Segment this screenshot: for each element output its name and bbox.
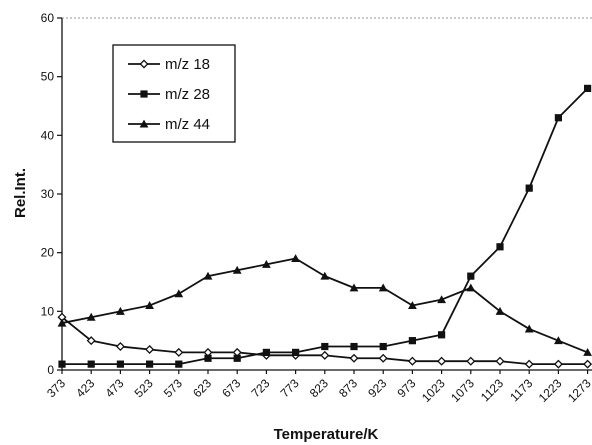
x-tick-label: 1073 [448, 376, 477, 405]
legend-marker [139, 119, 149, 128]
x-tick-label: 473 [102, 376, 126, 400]
data-point [437, 356, 447, 366]
data-point [408, 301, 417, 309]
data-point [116, 306, 125, 315]
data-point [379, 342, 387, 351]
x-tick-label: 673 [219, 376, 243, 400]
data-point [466, 356, 476, 366]
series-1 [57, 312, 592, 369]
x-tick-label: 1273 [565, 376, 592, 405]
data-point [466, 283, 476, 292]
legend-marker [139, 59, 149, 69]
x-tick-label: 823 [307, 376, 331, 400]
x-tick-label: 1123 [478, 376, 506, 404]
data-point [292, 348, 300, 356]
data-point [496, 243, 504, 251]
data-point [320, 271, 330, 280]
y-tick-label: 40 [41, 128, 55, 142]
x-tick-label: 623 [190, 376, 214, 400]
data-point [407, 356, 417, 366]
data-point [524, 359, 534, 369]
series-2 [58, 84, 592, 368]
y-tick-label: 10 [41, 304, 55, 318]
data-point [583, 359, 592, 369]
y-tick-label: 30 [41, 187, 55, 201]
data-point [58, 360, 66, 368]
legend: m/z 18 m/z 28 m/z 44 [112, 44, 236, 143]
y-tick-label: 60 [41, 11, 55, 25]
legend-label: m/z 28 [165, 86, 210, 103]
data-point [349, 353, 359, 363]
x-tick-label: 523 [132, 376, 156, 400]
x-tick-label: 873 [336, 376, 360, 400]
legend-label: m/z 18 [165, 56, 210, 73]
data-point [262, 348, 270, 356]
data-point [378, 283, 388, 292]
data-point [378, 353, 388, 363]
data-point [349, 283, 359, 292]
data-point [350, 342, 358, 351]
data-point [553, 359, 563, 369]
data-point [174, 289, 184, 298]
x-tick-label: 423 [73, 376, 97, 400]
data-point [115, 342, 125, 352]
data-point [554, 114, 562, 122]
data-point [145, 301, 154, 309]
data-point [116, 360, 124, 368]
data-point [145, 344, 155, 354]
data-point [495, 306, 505, 315]
data-point [204, 354, 212, 362]
data-point [203, 271, 213, 280]
x-tick-label: 773 [278, 376, 302, 400]
y-tick-label: 50 [41, 70, 55, 84]
data-point [525, 184, 533, 192]
legend-label: m/z 44 [165, 116, 210, 133]
data-point [146, 360, 154, 368]
data-point [86, 336, 96, 346]
data-point [57, 318, 67, 327]
x-tick-label: 373 [44, 376, 68, 400]
x-tick-label: 1173 [507, 376, 535, 404]
data-point [437, 295, 446, 304]
data-point [438, 331, 446, 339]
data-point [467, 272, 475, 280]
data-point [584, 84, 592, 92]
data-point [583, 348, 592, 356]
data-point [233, 354, 241, 362]
y-tick-label: 20 [41, 246, 55, 260]
legend-marker [140, 90, 148, 98]
y-tick-label: 0 [47, 363, 54, 377]
y-axis-title: Rel.Int. [12, 168, 29, 218]
data-point [87, 360, 95, 368]
data-point [320, 350, 330, 360]
x-tick-label: 1023 [419, 376, 448, 405]
data-point [262, 260, 271, 268]
data-point [495, 356, 505, 366]
data-point [408, 337, 416, 345]
data-point [175, 360, 183, 368]
x-axis-title: Temperature/K [274, 426, 379, 443]
series-3 [57, 254, 592, 356]
series-layer [57, 84, 592, 369]
x-tick-label: 723 [248, 376, 272, 400]
x-tick-label: 923 [365, 376, 389, 400]
x-tick-label: 573 [161, 376, 185, 400]
x-tick-label: 1223 [536, 376, 565, 405]
data-point [232, 265, 242, 274]
data-point [321, 342, 329, 351]
data-point [524, 324, 534, 333]
data-point [291, 254, 300, 263]
data-point [174, 347, 184, 357]
data-point [86, 312, 96, 321]
data-point [554, 336, 563, 345]
x-tick-label: 973 [394, 376, 418, 400]
